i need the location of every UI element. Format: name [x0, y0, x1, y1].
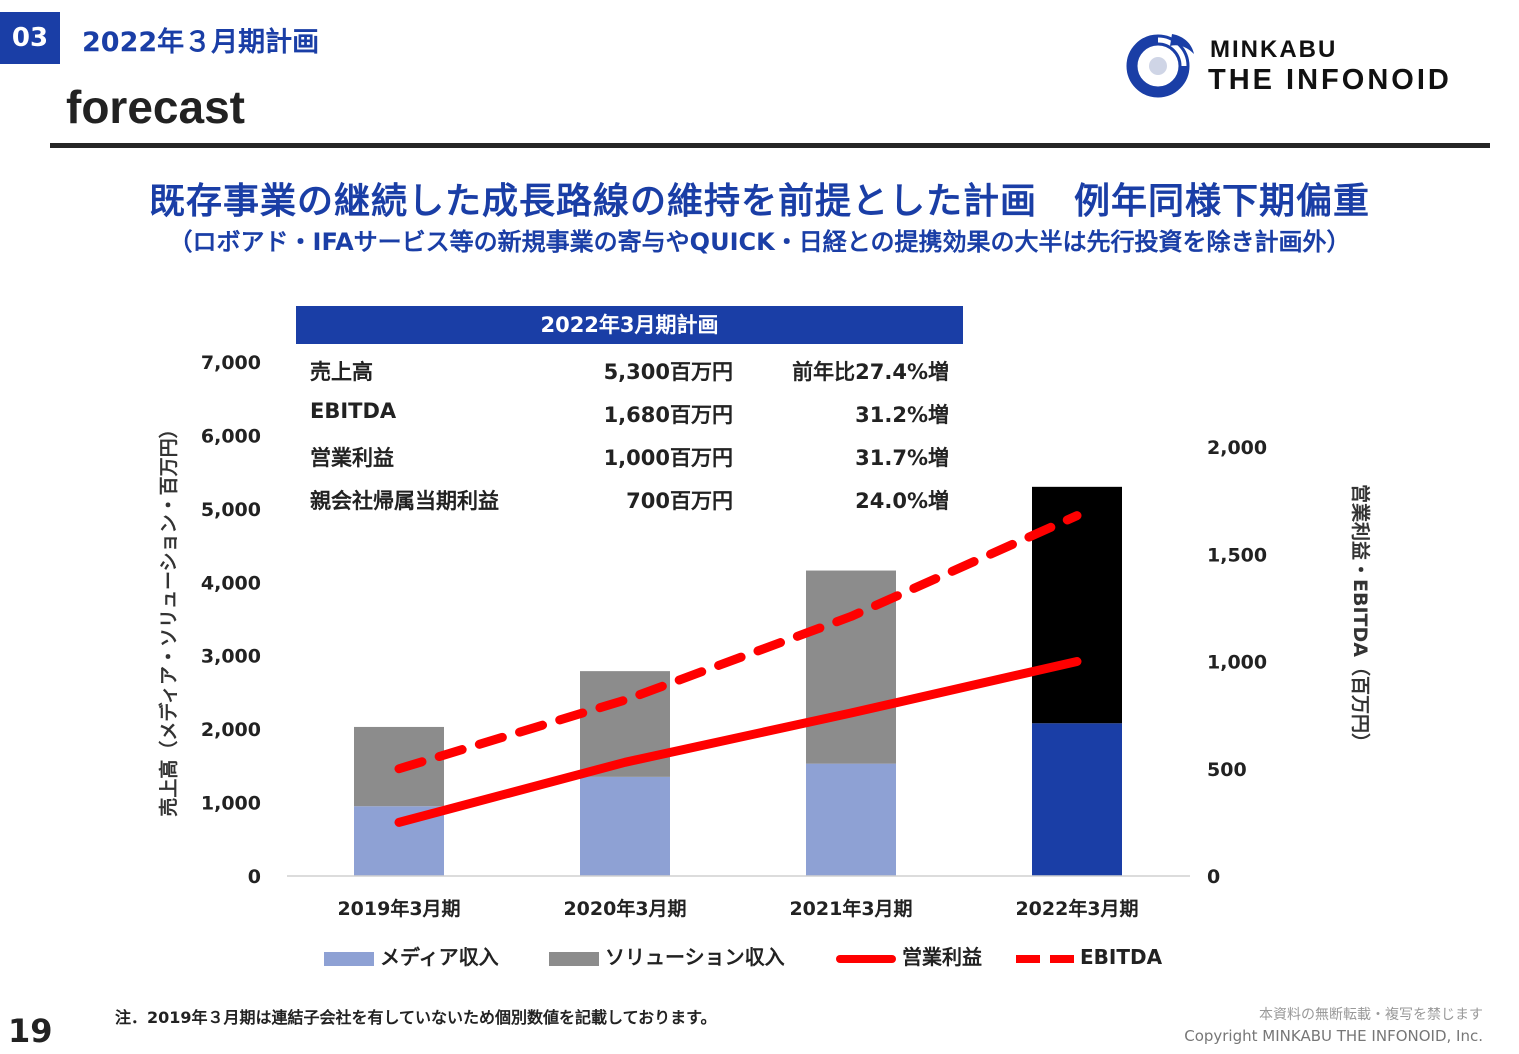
plan-row-amount: 1,000百万円: [603, 446, 733, 470]
copy-notice: 本資料の無断転載・複写を禁じます: [1259, 1007, 1483, 1023]
bar-media-1: [580, 776, 670, 876]
right-tick-label: 2,000: [1207, 437, 1267, 459]
plan-row-label: 売上高: [310, 360, 373, 384]
plan-row-label: 営業利益: [310, 446, 394, 470]
section-title: 2022年３月期計画: [82, 27, 320, 58]
legend-swatch-media: [324, 951, 374, 966]
legend-swatch-solution: [549, 951, 599, 966]
ebitda-line: [394, 511, 1082, 774]
left-axis-ticks: 0 1,000 2,000 3,000 4,000 5,000 6,000 7,000: [201, 352, 261, 888]
plan-row-change: 31.7%増: [855, 446, 949, 470]
left-tick-label: 3,000: [201, 646, 261, 668]
legend-item-ebitda: EBITDA: [1016, 942, 1162, 972]
plan-row-label: EBITDA: [310, 399, 397, 423]
legend-label: 営業利益: [902, 945, 982, 969]
legend-label: ソリューション収入: [605, 945, 785, 969]
plan-row-operating-profit: 営業利益 1,000百万円 31.7%増: [296, 442, 963, 482]
plan-row-revenue: 売上高 5,300百万円 前年比27.4%増: [296, 356, 963, 396]
logo-text-minkabu: MINKABU: [1210, 36, 1338, 63]
footnote: 注．2019年３月期は連結子会社を有していないため個別数値を記載しております。: [115, 1008, 717, 1027]
right-tick-label: 500: [1207, 759, 1247, 781]
title-divider: [50, 143, 1490, 148]
bar-solution-3: [1032, 486, 1122, 724]
right-tick-label: 1,000: [1207, 652, 1267, 674]
right-axis-ticks: 0 500 1,000 1,500 2,000: [1207, 437, 1267, 888]
plan-row-amount: 700百万円: [626, 489, 733, 513]
category-label: 2022年3月期: [1015, 897, 1138, 920]
plan-row-amount: 1,680百万円: [603, 403, 733, 427]
page-title: forecast: [66, 81, 245, 133]
left-tick-label: 7,000: [201, 352, 261, 374]
category-label: 2019年3月期: [337, 897, 460, 920]
legend-swatch-ebitda: [1016, 954, 1074, 963]
plan-row-change: 24.0%増: [855, 489, 949, 513]
legend-item-media: メディア収入: [324, 942, 499, 972]
lines-layer: [394, 511, 1082, 827]
copyright: Copyright MINKABU THE INFONOID, Inc.: [1184, 1027, 1483, 1045]
category-label: 2020年3月期: [563, 897, 686, 920]
subheadline: （ロボアド・IFAサービス等の新規事業の寄与やQUICK・日経との提携効果の大半…: [168, 228, 1351, 256]
plan-row-ebitda: EBITDA 1,680百万円 31.2%増: [296, 399, 963, 439]
legend-item-operating-profit: 営業利益: [836, 942, 982, 972]
right-tick-label: 0: [1207, 866, 1220, 888]
plan-row-net-income: 親会社帰属当期利益 700百万円 24.0%増: [296, 485, 963, 525]
headline: 既存事業の継続した成長路線の維持を前提とした計画 例年同様下期偏重: [148, 181, 1370, 222]
left-tick-label: 2,000: [201, 719, 261, 741]
category-labels: 2019年3月期 2020年3月期 2021年3月期 2022年3月期: [337, 897, 1138, 920]
operating-profit-line: [394, 657, 1082, 827]
left-tick-label: 1,000: [201, 793, 261, 815]
section-number-badge: 03: [0, 12, 60, 64]
left-tick-label: 6,000: [201, 425, 261, 447]
legend-swatch-operating-profit: [836, 954, 896, 963]
left-tick-label: 5,000: [201, 499, 261, 521]
bar-media-2: [806, 763, 896, 876]
category-label: 2021年3月期: [789, 897, 912, 920]
left-tick-label: 0: [248, 866, 261, 888]
left-tick-label: 4,000: [201, 572, 261, 594]
bar-media-3: [1032, 723, 1122, 876]
plan-row-label: 親会社帰属当期利益: [310, 489, 499, 513]
plan-row-change: 31.2%増: [855, 403, 949, 427]
plan-table-header: 2022年3月期計画: [296, 306, 963, 344]
legend-label: メディア収入: [380, 945, 499, 969]
plan-row-change: 前年比27.4%増: [792, 360, 949, 384]
right-axis-title: 営業利益・EBITDA（百万円）: [1349, 484, 1372, 752]
company-logo: [1126, 34, 1194, 98]
legend-item-solution: ソリューション収入: [549, 942, 785, 972]
logo-mark-icon: [1126, 34, 1194, 98]
left-axis-title: 売上高（メディア・ソリューション・百万円）: [157, 419, 180, 816]
right-tick-label: 1,500: [1207, 544, 1267, 566]
plan-row-amount: 5,300百万円: [603, 360, 733, 384]
page-number: 19: [8, 1012, 53, 1050]
legend-label: EBITDA: [1080, 945, 1163, 969]
logo-text-infonoid: THE INFONOID: [1208, 64, 1452, 96]
